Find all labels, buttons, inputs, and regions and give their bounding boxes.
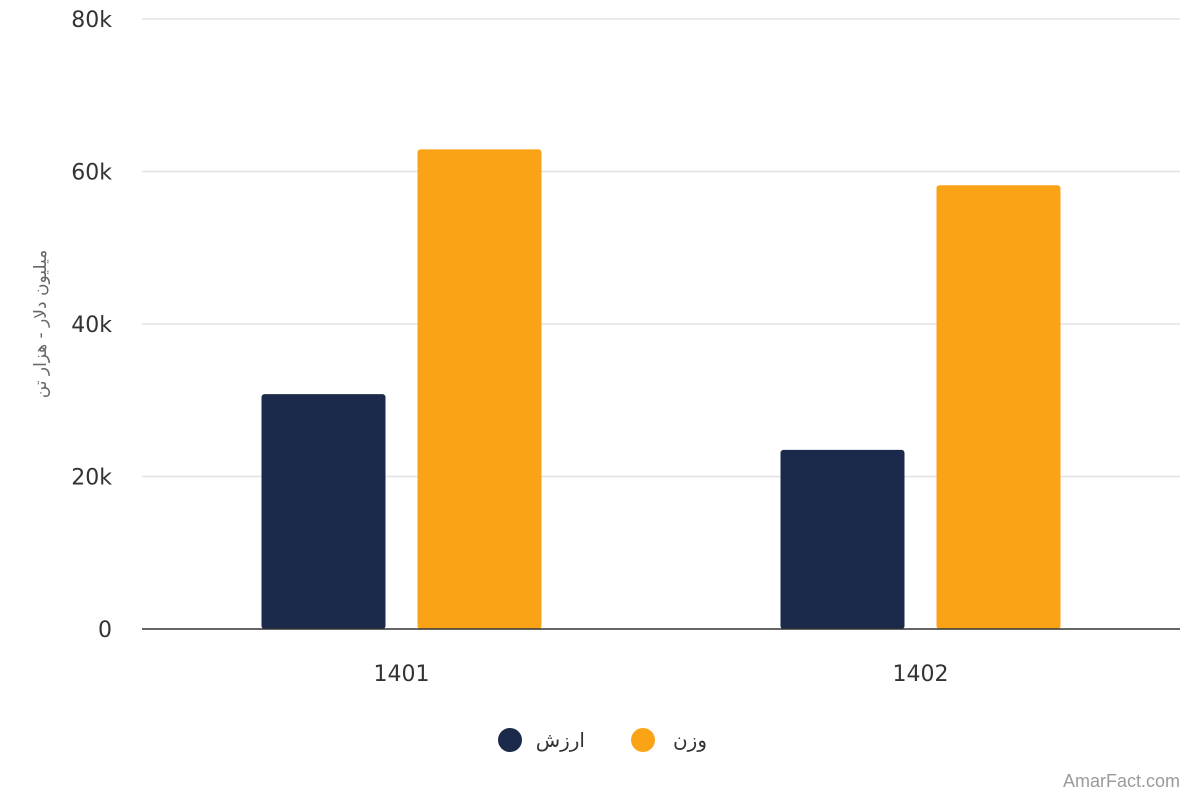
y-tick-label: 20k <box>71 466 112 491</box>
bar-value-1401 <box>261 394 386 629</box>
bar-weight-1401 <box>417 149 542 629</box>
y-tick-label: 40k <box>71 313 112 338</box>
legend-label: وزن <box>673 728 707 752</box>
legend: ارزش وزن <box>498 728 707 752</box>
y-tick-label: 0 <box>98 618 112 643</box>
x-category-label: 1401 <box>374 662 430 687</box>
x-category-label: 1402 <box>893 662 949 687</box>
legend-marker <box>498 728 522 752</box>
bars <box>261 149 1061 629</box>
bar-value-1402 <box>780 449 905 629</box>
legend-label: ارزش <box>536 728 585 752</box>
y-tick-label: 60k <box>71 161 112 186</box>
legend-marker <box>631 728 655 752</box>
watermark: AmarFact.com <box>1062 771 1180 791</box>
y-axis-ticks: 0 20k 40k 60k 80k <box>71 8 112 643</box>
y-axis-label: میلیون دلار - هزار تن <box>31 250 51 398</box>
y-tick-label: 80k <box>71 8 112 33</box>
x-axis-categories: 1401 1402 <box>374 662 949 687</box>
bar-weight-1402 <box>936 185 1061 629</box>
